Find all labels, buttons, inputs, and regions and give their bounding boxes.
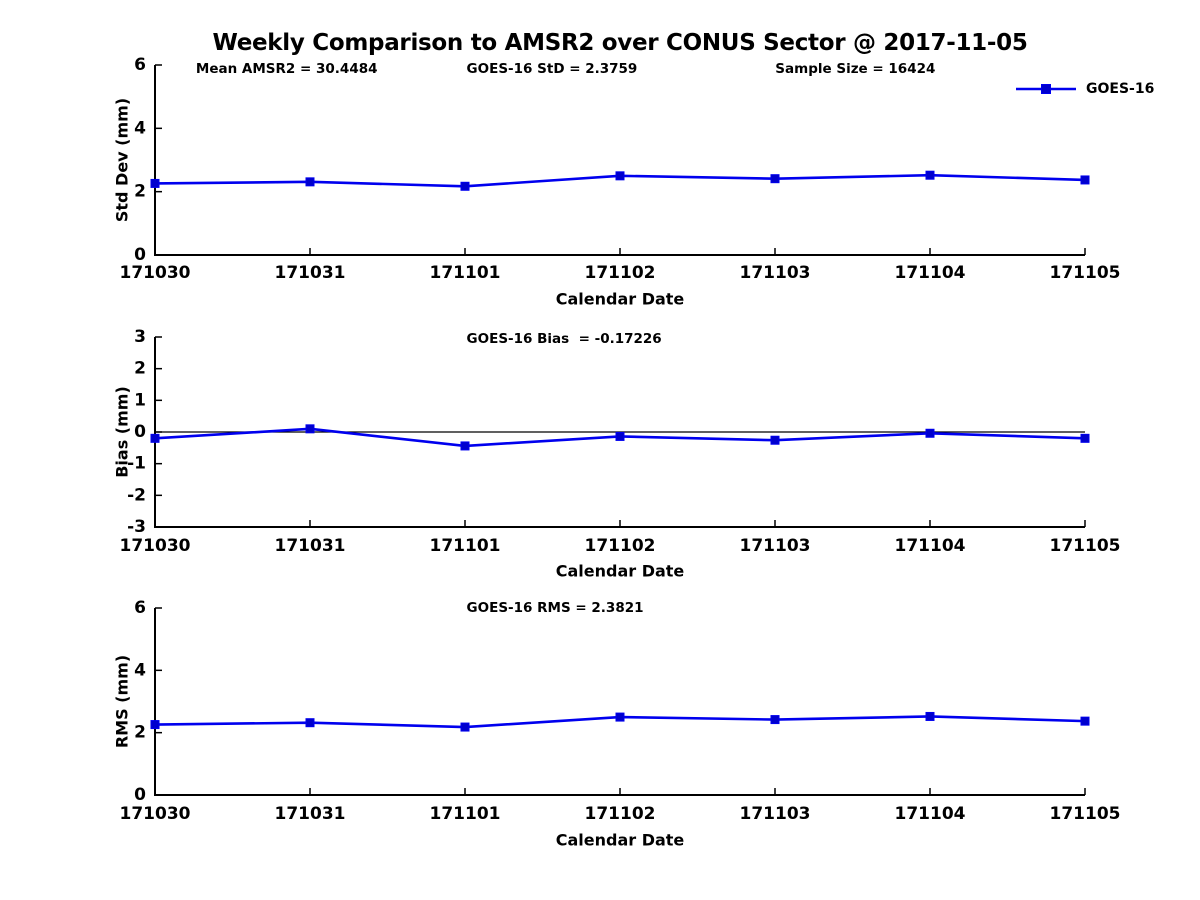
y-tick-label: 0: [134, 785, 146, 805]
x-tick-label: 171104: [895, 804, 966, 824]
data-point-marker: [615, 171, 625, 181]
axis-frame: [154, 65, 1085, 256]
data-point-marker: [1080, 716, 1090, 726]
x-tick-label: 171105: [1050, 804, 1121, 824]
y-tick-label: 0: [134, 422, 146, 442]
x-axis-label: Calendar Date: [556, 290, 685, 309]
y-tick-label: 6: [134, 598, 146, 618]
x-tick-label: 171102: [585, 804, 656, 824]
y-tick-label: 2: [134, 723, 146, 743]
axis-frame: [154, 608, 1085, 796]
x-tick-label: 171030: [120, 804, 191, 824]
legend-label: GOES-16: [1086, 81, 1154, 97]
x-tick-label: 171103: [740, 263, 811, 283]
y-tick-label: -1: [127, 454, 146, 474]
x-tick-label: 171103: [740, 804, 811, 824]
x-tick-label: 171101: [430, 263, 501, 283]
data-point-marker: [615, 431, 625, 441]
annotation: GOES-16 RMS = 2.3821: [467, 600, 644, 616]
data-point-marker: [1080, 433, 1090, 443]
data-point-marker: [460, 441, 470, 451]
x-tick-label: 171102: [585, 263, 656, 283]
annotation: Mean AMSR2 = 30.4484: [196, 61, 378, 77]
annotation: GOES-16 StD = 2.3759: [467, 61, 638, 77]
y-tick-label: 3: [134, 327, 146, 347]
data-point-marker: [925, 170, 935, 180]
x-tick-label: 171105: [1050, 263, 1121, 283]
x-tick-label: 171104: [895, 263, 966, 283]
data-point-marker: [150, 178, 160, 188]
x-tick-label: 171101: [430, 536, 501, 556]
y-axis-label: RMS (mm): [113, 655, 132, 748]
y-axis-label: Std Dev (mm): [113, 98, 132, 222]
y-tick-label: 4: [134, 660, 146, 680]
data-point-marker: [770, 715, 780, 725]
data-point-marker: [305, 424, 315, 434]
subplot-std-dev-mm: 0 2 4 6 171030 171031 171101 171102 171103 171104…: [113, 55, 1155, 309]
data-point-marker: [925, 711, 935, 721]
data-point-marker: [305, 177, 315, 187]
x-tick-label: 171104: [895, 536, 966, 556]
x-tick-label: 171031: [275, 263, 346, 283]
y-tick-label: -2: [127, 485, 146, 505]
x-tick-label: 171102: [585, 536, 656, 556]
annotation: GOES-16 Bias = -0.17226: [467, 331, 662, 347]
data-point-marker: [305, 718, 315, 728]
legend: GOES-16: [1016, 81, 1154, 97]
subplot-bias-mm: -3 -2 -1 0 1 2 3 171030 171031 171101 171102 171103…: [113, 327, 1121, 581]
legend-marker-icon: [1041, 84, 1051, 94]
x-tick-label: 171030: [120, 536, 191, 556]
data-point-marker: [615, 712, 625, 722]
x-tick-label: 171030: [120, 263, 191, 283]
subplot-rms-mm: 0 2 4 6 171030 171031 171101 171102 171103 171104…: [113, 598, 1121, 850]
x-tick-label: 171103: [740, 536, 811, 556]
data-point-marker: [460, 181, 470, 191]
y-axis-label: Bias (mm): [113, 386, 132, 478]
data-point-marker: [1080, 175, 1090, 185]
y-tick-label: 2: [134, 182, 146, 202]
y-tick-label: 6: [134, 55, 146, 75]
y-tick-label: -3: [127, 517, 146, 537]
y-tick-label: 4: [134, 118, 146, 138]
data-point-marker: [925, 428, 935, 438]
data-point-marker: [770, 435, 780, 445]
data-point-marker: [150, 433, 160, 443]
x-axis-label: Calendar Date: [556, 562, 685, 581]
data-point-marker: [150, 720, 160, 730]
x-tick-label: 171105: [1050, 536, 1121, 556]
figure-title: Weekly Comparison to AMSR2 over CONUS Se…: [212, 30, 1028, 56]
y-tick-label: 1: [134, 390, 146, 410]
y-tick-label: 0: [134, 245, 146, 265]
data-point-marker: [460, 722, 470, 732]
annotation: Sample Size = 16424: [775, 61, 935, 77]
data-point-marker: [770, 174, 780, 184]
x-axis-label: Calendar Date: [556, 831, 685, 850]
x-tick-label: 171031: [275, 804, 346, 824]
x-tick-label: 171101: [430, 804, 501, 824]
y-tick-label: 2: [134, 359, 146, 379]
x-tick-label: 171031: [275, 536, 346, 556]
